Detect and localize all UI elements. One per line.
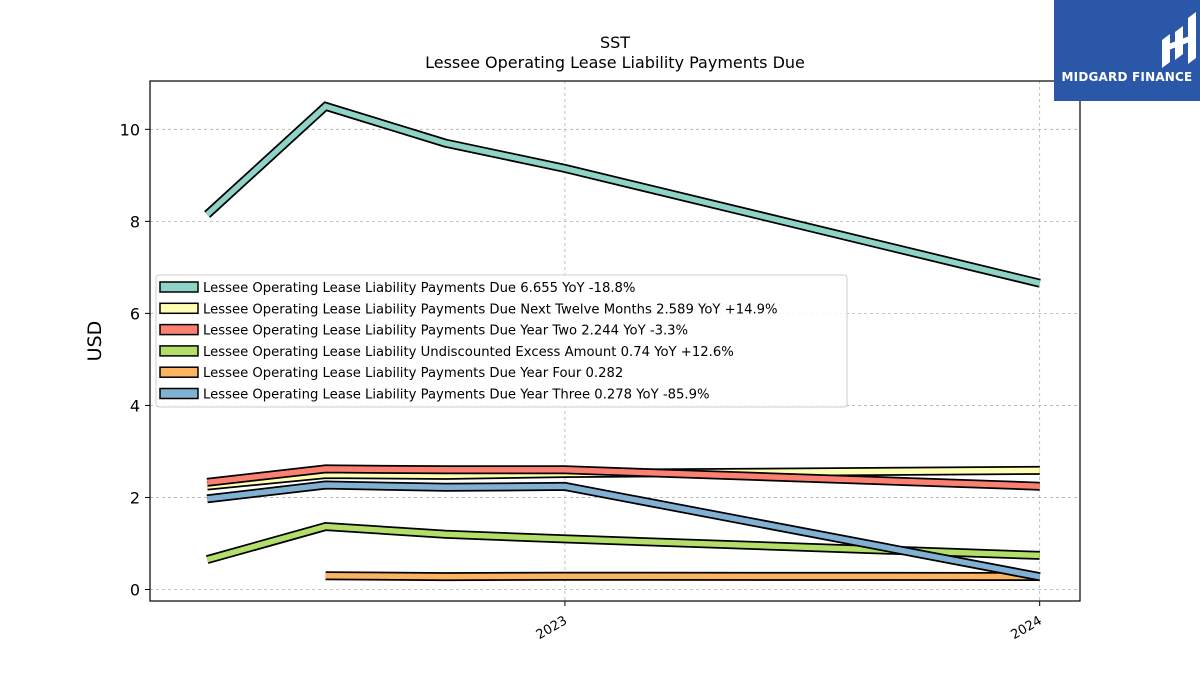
legend-swatch: [159, 281, 199, 293]
logo-text: MIDGARD FINANCE: [1061, 70, 1193, 84]
legend-entry: Lessee Operating Lease Liability Undisco…: [203, 345, 734, 360]
chart-title: SST: [599, 33, 631, 52]
legend-swatch: [159, 345, 199, 357]
x-tick-label: 2024: [1009, 613, 1045, 643]
legend-entry: Lessee Operating Lease Liability Payment…: [203, 366, 623, 381]
legend-swatch: [159, 366, 199, 378]
y-tick-label: 10: [120, 120, 140, 139]
legend-box: [155, 274, 848, 408]
chart-subtitle: Lessee Operating Lease Liability Payment…: [425, 53, 805, 72]
legend-entry: Lessee Operating Lease Liability Payment…: [203, 388, 710, 403]
y-axis-label: USD: [84, 321, 106, 362]
legend-swatch: [159, 302, 199, 315]
logo-mark-icon: [1162, 12, 1196, 68]
y-tick-label: 2: [130, 488, 140, 507]
legend-swatch: [159, 323, 199, 336]
series-line: [325, 572, 1040, 580]
x-tick-label: 2023: [534, 613, 570, 643]
y-tick-label: 8: [130, 212, 140, 231]
brand-logo: MIDGARD FINANCE: [1054, 0, 1200, 101]
legend-entry: Lessee Operating Lease Liability Payment…: [203, 302, 778, 317]
legend-entry: Lessee Operating Lease Liability Payment…: [203, 324, 688, 339]
y-tick-label: 4: [130, 396, 140, 415]
plot-frame: [149, 80, 1081, 602]
legend-swatch: [159, 387, 199, 400]
legend-entry: Lessee Operating Lease Liability Payment…: [203, 281, 635, 296]
y-tick-label: 6: [130, 304, 140, 323]
y-tick-label: 0: [130, 580, 140, 599]
